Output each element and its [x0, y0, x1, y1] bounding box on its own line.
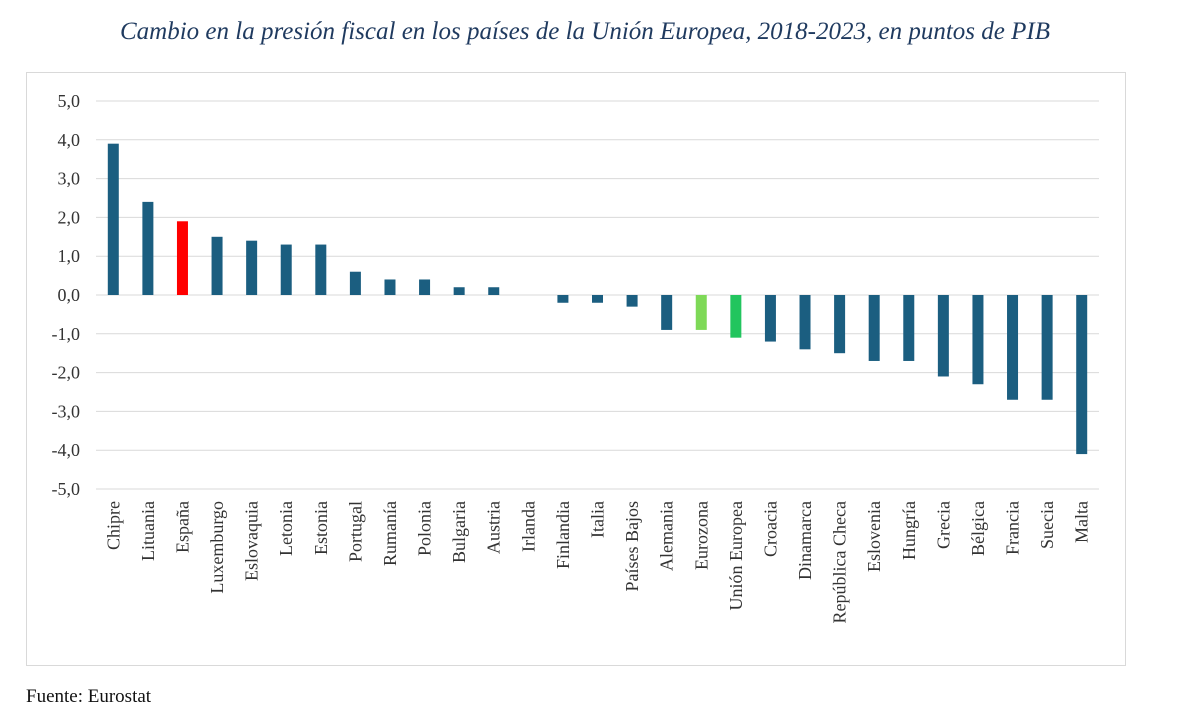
x-tick-label: Bélgica: [968, 501, 988, 556]
bar-malta: [1076, 295, 1088, 455]
bar-finlandia: [557, 295, 569, 303]
y-tick-label: -2,0: [52, 363, 81, 383]
chart-title: Cambio en la presión fiscal en los paíse…: [120, 18, 1050, 45]
x-tick-label: España: [172, 501, 192, 553]
x-tick-label: Malta: [1072, 501, 1092, 543]
y-tick-label: 1,0: [58, 246, 81, 266]
bar-alemania: [661, 295, 673, 330]
y-tick-label: -3,0: [52, 401, 81, 421]
x-tick-label: Alemania: [657, 501, 677, 571]
bar-países-bajos: [626, 295, 638, 307]
x-tick-label: Unión Europea: [726, 501, 746, 610]
x-tick-label: Italia: [588, 501, 608, 538]
bar-eurozona: [695, 295, 707, 330]
y-tick-label: -5,0: [52, 479, 81, 499]
bar-lituania: [142, 201, 154, 295]
bar-austria: [488, 287, 500, 295]
y-tick-label: -4,0: [52, 440, 81, 460]
x-tick-label: Grecia: [933, 501, 953, 549]
bar-chipre: [107, 143, 119, 295]
x-tick-label: Eslovenia: [864, 501, 884, 572]
x-tick-label: Letonia: [276, 501, 296, 556]
bar-república-checa: [834, 295, 846, 354]
bar-suecia: [1041, 295, 1053, 400]
y-tick-label: 3,0: [58, 169, 81, 189]
bar-unión-europea: [730, 295, 742, 338]
bar-grecia: [937, 295, 949, 377]
x-tick-label: Chipre: [103, 501, 123, 550]
x-tick-label: República Checa: [830, 501, 850, 623]
x-tick-label: Bulgaria: [449, 501, 469, 563]
bar-letonia: [280, 244, 292, 295]
bar-portugal: [349, 271, 361, 295]
bar-croacia: [764, 295, 776, 342]
y-tick-label: 2,0: [58, 207, 81, 227]
x-tick-label: Croacia: [760, 501, 780, 557]
bar-luxemburgo: [211, 236, 223, 295]
x-tick-label: Dinamarca: [795, 501, 815, 580]
bar-eslovaquia: [246, 240, 258, 295]
x-tick-label: Francia: [1003, 501, 1023, 555]
bar-bélgica: [972, 295, 984, 385]
bar-estonia: [315, 244, 327, 295]
bar-eslovenia: [868, 295, 880, 361]
chart-frame: 5,0 4,0 3,0 2,0 1,0 0,0 -1,0 -2,0 -3,0 -4,0 -5,0 Ch…: [26, 72, 1126, 666]
x-tick-label: Hungría: [899, 501, 919, 560]
x-tick-label: Portugal: [345, 501, 365, 562]
bar-italia: [592, 295, 603, 303]
x-tick-label: Países Bajos: [622, 501, 642, 592]
y-tick-label: 0,0: [58, 285, 81, 305]
source-note: Fuente: Eurostat: [26, 686, 152, 707]
x-tick-label: Polonia: [415, 501, 435, 556]
x-tick-label: Eurozona: [691, 501, 711, 570]
x-tick-label: Lituania: [138, 501, 158, 561]
x-tick-label: Eslovaquia: [242, 501, 262, 581]
y-tick-label: -1,0: [52, 324, 81, 344]
y-tick-label: 4,0: [58, 130, 81, 150]
bar-hungría: [903, 295, 915, 361]
bar-dinamarca: [799, 295, 811, 350]
bar-bulgaria: [453, 287, 465, 295]
bar-españa: [176, 221, 188, 295]
x-tick-label: Estonia: [311, 501, 331, 555]
y-tick-label: 5,0: [58, 91, 81, 111]
x-tick-label: Finlandia: [553, 501, 573, 569]
bar-chart: 5,0 4,0 3,0 2,0 1,0 0,0 -1,0 -2,0 -3,0 -4,0 -5,0 Ch…: [52, 91, 1099, 623]
bar-francia: [1007, 295, 1019, 400]
x-tick-label: Luxemburgo: [207, 501, 227, 594]
bar-rumanía: [384, 279, 396, 295]
x-tick-label: Suecia: [1037, 501, 1057, 549]
x-tick-label: Irlanda: [518, 501, 538, 552]
bar-polonia: [419, 279, 431, 295]
x-tick-label: Austria: [484, 501, 504, 554]
x-tick-label: Rumanía: [380, 501, 400, 566]
